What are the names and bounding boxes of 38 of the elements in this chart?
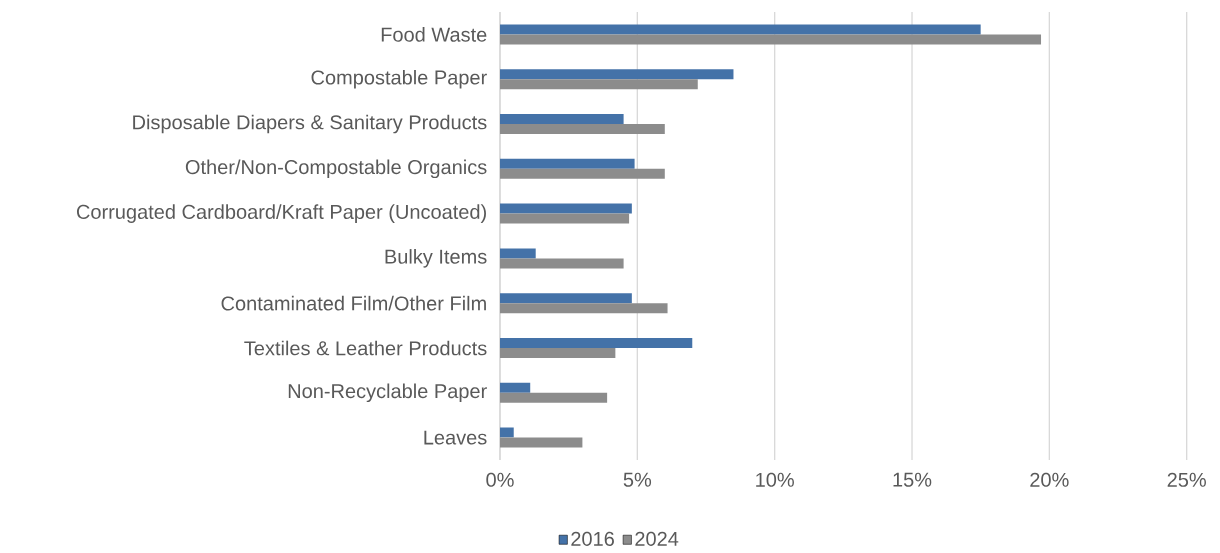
y-tick-label: Bulky Items <box>385 249 487 268</box>
y-tick-label: Leaves <box>424 430 487 445</box>
bar <box>500 248 536 259</box>
y-tick-label: Food Waste <box>381 27 487 42</box>
bar <box>500 69 734 80</box>
bar <box>500 437 583 448</box>
y-tick-label: Contaminated Film/Other Film <box>221 295 486 311</box>
bar <box>500 79 698 90</box>
bar <box>500 114 624 125</box>
y-tick-label: Disposable Diapers & Sanitary Products <box>133 114 487 134</box>
x-tick-label: 10% <box>756 472 794 487</box>
bar <box>500 293 632 304</box>
x-tick-label: 20% <box>1030 472 1069 487</box>
bar <box>500 124 665 135</box>
bar <box>500 34 1042 45</box>
y-tick-label: Compostable Paper <box>311 69 487 89</box>
x-tick-label: 5% <box>623 472 652 487</box>
legend-label: 2016 <box>571 531 614 546</box>
bar <box>500 303 668 314</box>
bar <box>500 427 514 438</box>
x-tick-label: 0% <box>486 472 514 487</box>
bar <box>500 382 531 393</box>
x-tick-label: 15% <box>893 472 932 487</box>
bar <box>500 213 630 224</box>
y-tick-label: Textiles & Leather Products <box>244 340 487 356</box>
x-tick-label: 25% <box>1167 472 1206 487</box>
legend-label: 2024 <box>635 531 679 546</box>
bar <box>500 338 693 348</box>
bar <box>500 24 981 35</box>
bar <box>500 203 632 214</box>
y-tick-label: Other/Non-Compostable Organics <box>185 159 487 179</box>
y-tick-label: Non-Recyclable Paper <box>288 383 487 403</box>
bar <box>500 258 624 269</box>
bar <box>500 392 608 403</box>
bar <box>500 168 665 179</box>
bar <box>500 348 616 358</box>
bar <box>500 158 635 169</box>
y-tick-label: Corrugated Cardboard/Kraft Paper (Uncoated) <box>76 204 486 223</box>
